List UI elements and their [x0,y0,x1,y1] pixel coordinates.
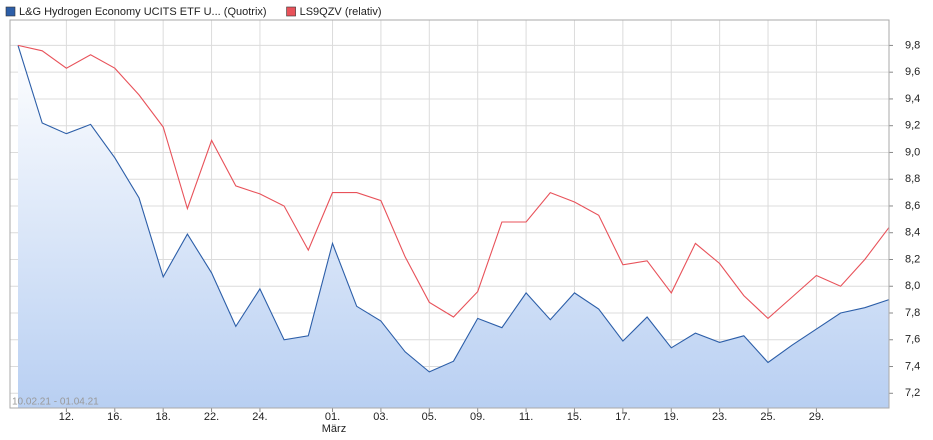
x-tick-label: 18. [156,411,171,423]
y-tick-label: 7,2 [905,387,920,399]
x-tick-label: 19. [664,411,679,423]
x-tick-label: 23. [712,411,727,423]
x-tick-label: 25. [760,411,775,423]
x-tick-label: 12. [59,411,74,423]
plot-border [9,19,890,409]
plot-area [10,20,890,409]
legend-swatch [5,6,16,17]
y-tick-label: 9,4 [905,93,920,105]
x-tick-label: 03. [373,411,388,423]
y-tick-label: 8,6 [905,200,920,212]
x-tick-label: 11. [519,411,533,423]
y-tick-label: 7,6 [905,334,920,346]
x-tick-label: 16. [107,411,122,423]
x-tick-label: 24. [252,411,267,423]
x-tick-label: 15. [567,411,582,423]
x-tick-label: 22. [204,411,219,423]
y-tick-label: 8,8 [905,173,920,185]
date-range: 10.02.21 - 01.04.21 [12,397,99,408]
y-tick-label: 8,0 [905,280,920,292]
y-tick-label: 7,8 [905,307,920,319]
y-tick-label: 9,6 [905,66,920,78]
area [18,45,889,409]
y-tick-label: 9,2 [905,120,920,132]
legend-label: LS9QZV (relativ) [300,6,382,18]
line [17,44,890,320]
y-tick-label: 8,2 [905,253,920,265]
x-tick-label: 09. [470,411,485,423]
x-tick-label: 29. [809,411,824,423]
x-tick-label: 05. [422,411,437,423]
y-tick-label: 9,8 [905,39,920,51]
legend-swatch [286,6,296,17]
x-tick-label: 17. [615,411,630,423]
legend-label: L&G Hydrogen Economy UCITS ETF U... (Quo… [19,6,267,18]
line [17,45,890,373]
month-label: März [322,423,346,435]
x-tick-label: 01. [325,411,340,423]
y-tick-label: 7,4 [905,360,920,372]
y-tick-label: 8,4 [905,227,920,239]
y-tick-label: 9,0 [905,146,920,158]
